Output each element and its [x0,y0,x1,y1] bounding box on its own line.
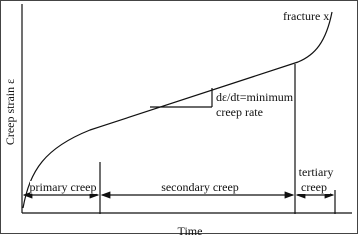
label-bg [30,181,96,194]
stage-label: primary creep [30,180,97,194]
y-axis-label: Creep strain ε [3,79,17,145]
label-bg [152,181,248,194]
frame [0,0,358,234]
stage-label: secondary creep [161,180,239,194]
stage-label: tertiary [299,165,334,179]
x-axis-label: Time [178,224,203,235]
creep-curve [22,11,333,209]
fracture-label: fracture x [283,9,329,23]
slope-label: dε/dt=minimum [216,90,294,104]
stage-label: creep [301,180,327,194]
slope-label: creep rate [216,105,263,119]
creep-diagram: primary creep secondary creep tertiary c… [0,0,358,235]
label-bg [298,181,330,194]
